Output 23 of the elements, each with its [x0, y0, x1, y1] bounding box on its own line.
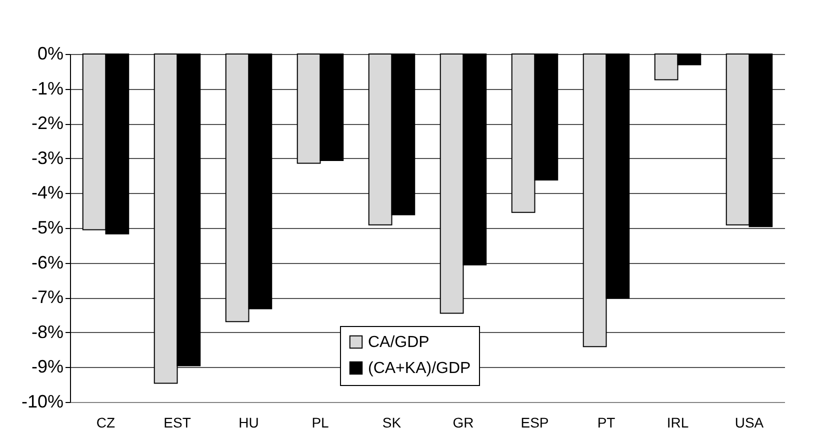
- x-tick-label: SK: [382, 414, 402, 430]
- x-tick-label: PT: [597, 414, 616, 430]
- x-tick-label: IRL: [666, 414, 689, 430]
- x-tick-label: GR: [452, 414, 474, 430]
- y-tick-label: -7%: [31, 287, 64, 308]
- y-tick-label: -6%: [31, 252, 64, 272]
- y-tick-label: -9%: [31, 356, 64, 377]
- y-tick-label: -8%: [31, 322, 64, 342]
- y-tick-label: -2%: [31, 113, 64, 134]
- x-tick-label: PL: [312, 414, 330, 430]
- x-tick-label: CZ: [96, 414, 116, 430]
- x-tick-label: EST: [164, 414, 192, 430]
- x-tick-label: HU: [238, 414, 259, 430]
- x-tick-label: USA: [734, 414, 764, 430]
- legend-label: (CA+KA)/GDP: [368, 360, 471, 377]
- y-tick-label: -3%: [31, 148, 64, 168]
- x-tick-label: ESP: [520, 414, 549, 430]
- y-tick-label: -10%: [21, 392, 64, 412]
- y-tick-label: -4%: [31, 182, 64, 203]
- y-tick-label: 0%: [37, 44, 64, 64]
- y-tick-label: -5%: [31, 218, 64, 238]
- legend-label: CA/GDP: [368, 334, 430, 351]
- y-tick-label: -1%: [31, 78, 64, 98]
